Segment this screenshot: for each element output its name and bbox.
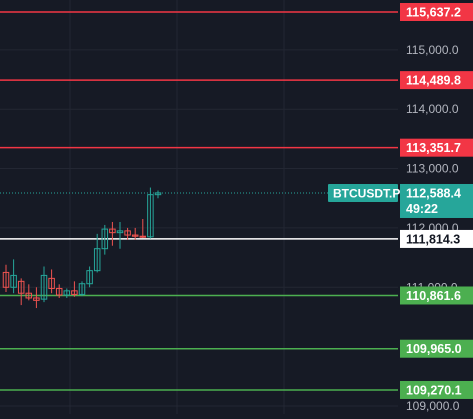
symbol-badge-bg [328, 183, 398, 202]
grid-lines [0, 0, 398, 414]
level-label: 109,965.0 [406, 342, 462, 356]
level-badge-bg-5 [400, 339, 473, 358]
candle-body [147, 194, 154, 238]
level-badge-bg-6 [400, 380, 473, 399]
candle-body [33, 297, 40, 301]
candle-body [93, 248, 101, 272]
last-price-marker: BTCUSDT.P 112,588.4 49:22 [0, 183, 473, 218]
candle-body [10, 274, 17, 288]
candle-body [101, 228, 109, 250]
candle-body [40, 274, 48, 300]
level-badge-bg-4 [400, 286, 473, 305]
level-label: 110,861.6 [406, 289, 461, 303]
level-label: 113,351.7 [406, 141, 461, 155]
candle-body [17, 280, 25, 294]
price-axis-ticks: 115,000.0114,000.0113,000.0112,000.0111,… [406, 43, 460, 413]
candle-body [78, 283, 86, 295]
candle-body [109, 228, 116, 234]
countdown-label: 49:22 [406, 202, 438, 216]
level-label: 115,637.2 [406, 6, 461, 20]
candle-body [124, 230, 131, 236]
symbol-label: BTCUSDT.P [333, 186, 400, 200]
level-badge-bg-1 [400, 71, 473, 90]
level-badge-bg-0 [400, 3, 473, 21]
level-badge-bg-2 [400, 138, 473, 157]
price-tick-label: 113,000.0 [406, 162, 459, 176]
last-price-label: 112,588.4 [406, 186, 461, 200]
level-label: 109,270.1 [406, 383, 462, 397]
candle-body [55, 287, 63, 296]
candles [2, 187, 162, 309]
candle-body [71, 290, 78, 295]
candle-body [131, 234, 139, 237]
price-tick-label: 114,000.0 [406, 102, 459, 116]
candle-body [139, 235, 147, 238]
level-label: 111,814.3 [406, 232, 460, 246]
candle-body [2, 271, 10, 288]
candle-body [86, 270, 93, 285]
price-tick-label: 109,000.0 [406, 399, 460, 413]
price-tick-label: 115,000.0 [406, 43, 459, 57]
candle-body [154, 192, 162, 196]
level-badge-bg-3 [400, 229, 473, 248]
last-price-badge-bg [400, 183, 473, 218]
candle-body [48, 277, 55, 289]
price-levels: 115,637.2 114,489.8 113,351.7 111,814.3 110,… [0, 3, 473, 399]
candle-body [63, 290, 71, 296]
level-label: 114,489.8 [406, 74, 461, 88]
candle-body [116, 230, 124, 234]
candle-body [25, 292, 33, 299]
